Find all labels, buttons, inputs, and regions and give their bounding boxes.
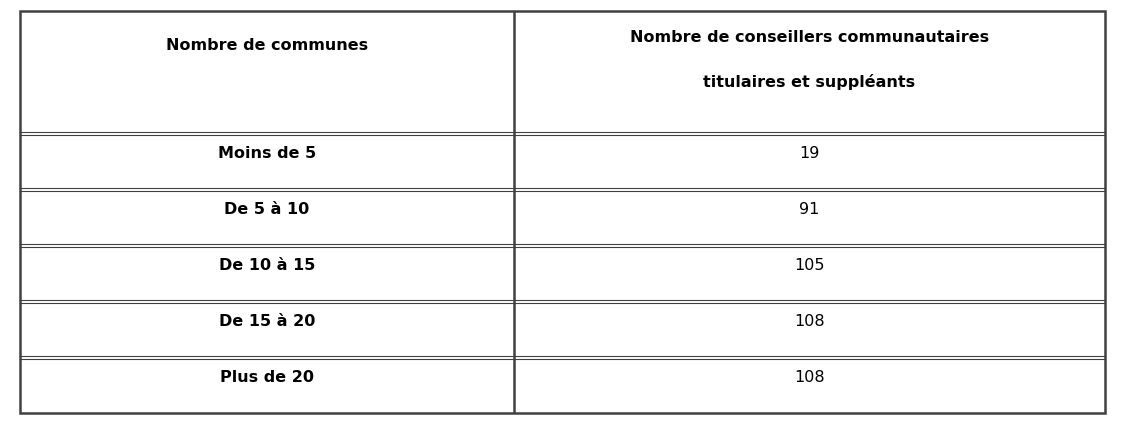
Text: 105: 105 <box>794 258 825 273</box>
Text: titulaires et suppléants: titulaires et suppléants <box>703 74 916 90</box>
Text: De 5 à 10: De 5 à 10 <box>224 202 309 217</box>
Text: Moins de 5: Moins de 5 <box>218 146 316 161</box>
Text: Nombre de conseillers communautaires: Nombre de conseillers communautaires <box>630 30 989 45</box>
Text: De 15 à 20: De 15 à 20 <box>218 314 315 329</box>
Text: Nombre de communes: Nombre de communes <box>165 38 368 53</box>
Text: 91: 91 <box>799 202 819 217</box>
Text: 19: 19 <box>799 146 819 161</box>
Text: 108: 108 <box>794 370 825 385</box>
Text: De 10 à 15: De 10 à 15 <box>218 258 315 273</box>
Text: 108: 108 <box>794 314 825 329</box>
Text: Plus de 20: Plus de 20 <box>220 370 314 385</box>
